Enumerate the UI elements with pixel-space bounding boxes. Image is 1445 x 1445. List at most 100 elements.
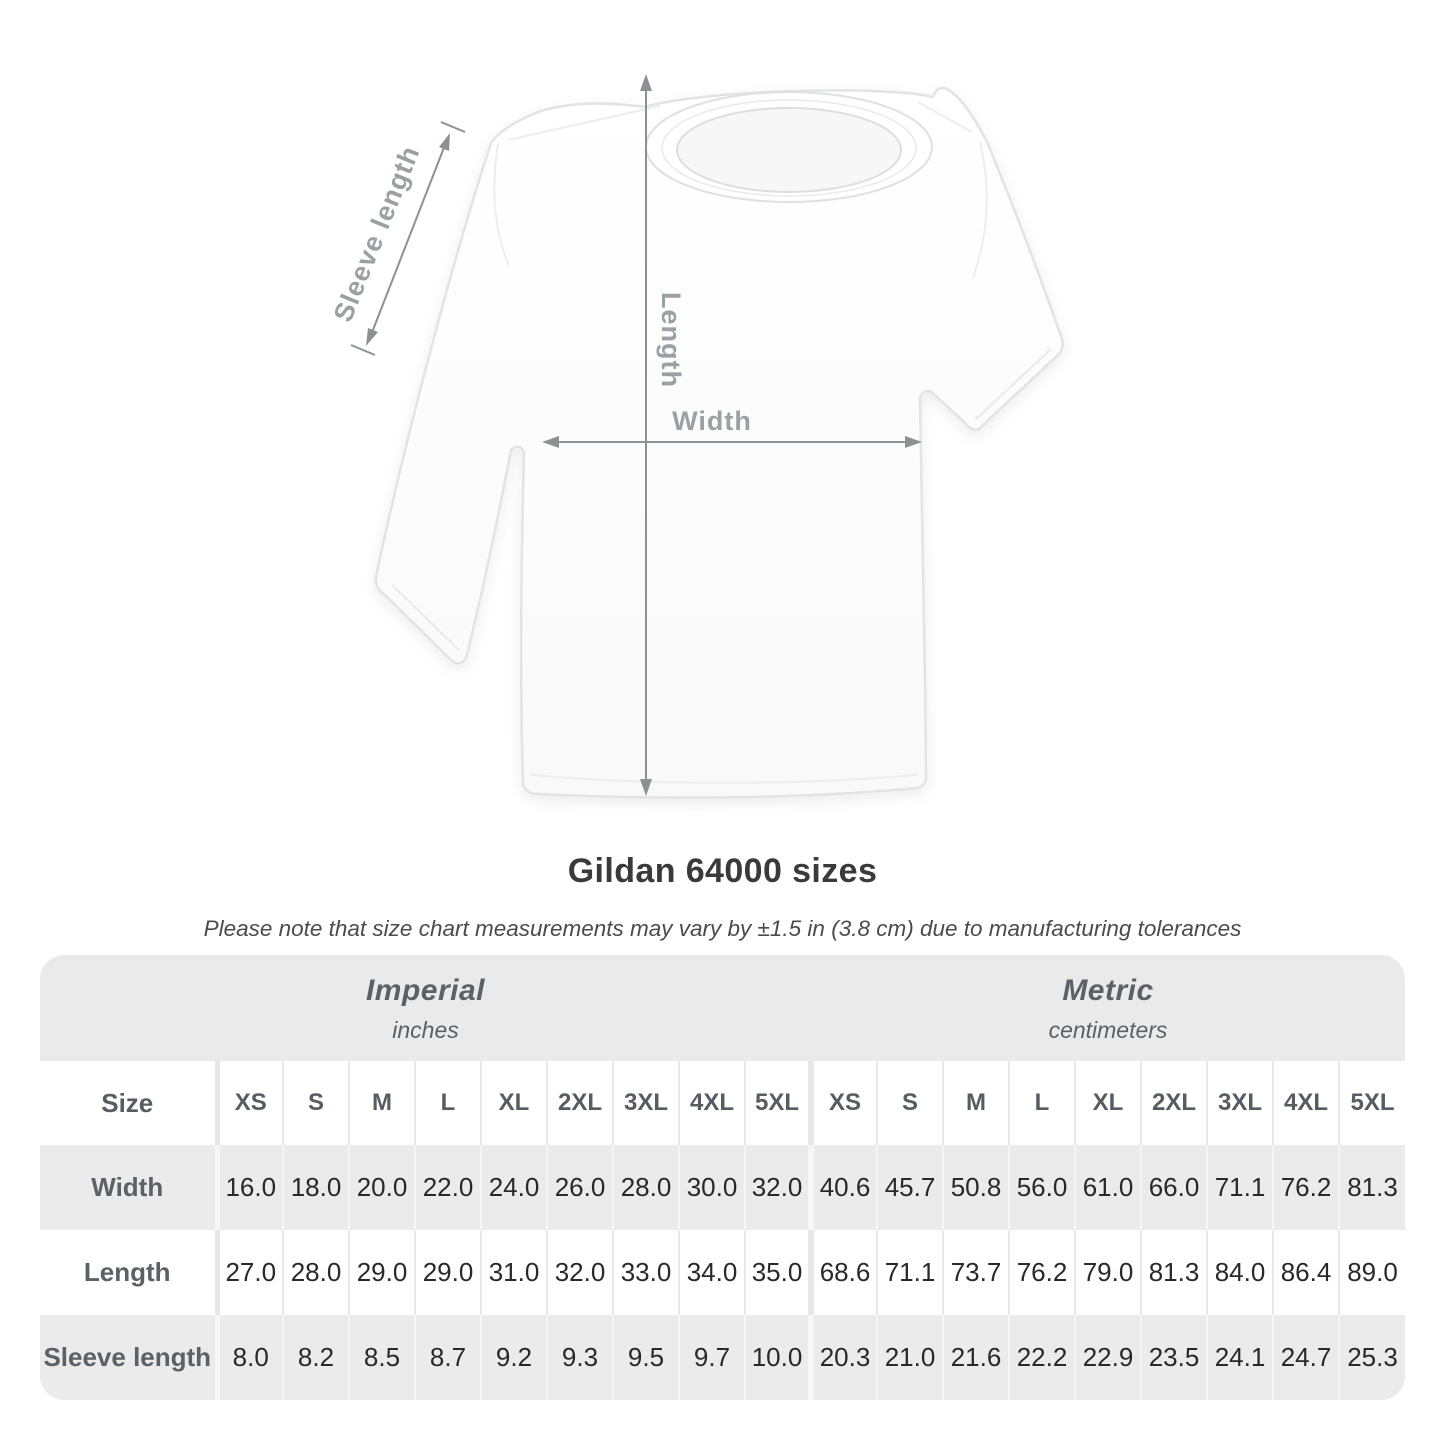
value-cell: 35.0 [744, 1230, 811, 1315]
value-cell: 32.0 [744, 1145, 811, 1230]
value-cell: 27.0 [214, 1230, 283, 1315]
size-col-header: 3XL [1206, 1061, 1273, 1145]
size-col-header: XL [1074, 1061, 1141, 1145]
length-arrow [640, 74, 652, 796]
size-col-header: L [1008, 1061, 1075, 1145]
value-cell: 28.0 [612, 1145, 679, 1230]
metric-group-header: Metric centimeters [811, 955, 1405, 1061]
value-cell: 20.3 [808, 1315, 877, 1400]
width-arrow [542, 436, 922, 448]
value-cell: 23.5 [1140, 1315, 1207, 1400]
row-label-width: Width [91, 1172, 164, 1202]
size-header-label: Size [40, 1061, 217, 1145]
value-cell: 56.0 [1008, 1145, 1075, 1230]
right-cuff-stitch [974, 348, 1052, 421]
value-cell: 84.0 [1206, 1230, 1273, 1315]
value-cell: 29.0 [348, 1230, 415, 1315]
value-cell: 8.2 [282, 1315, 349, 1400]
value-cell: 21.6 [942, 1315, 1009, 1400]
value-cell: 79.0 [1074, 1230, 1141, 1315]
value-cell: 24.1 [1206, 1315, 1273, 1400]
value-cell: 9.3 [546, 1315, 613, 1400]
value-cell: 8.0 [214, 1315, 283, 1400]
value-cell: 81.3 [1338, 1145, 1405, 1230]
size-col-header: M [942, 1061, 1009, 1145]
width-row: Width 16.0 18.0 20.0 22.0 24.0 26.0 28.0 30.0 32… [40, 1145, 1405, 1230]
value-cell: 89.0 [1338, 1230, 1405, 1315]
sleeve-length-row: Sleeve length 8.0 8.2 8.5 8.7 9.2 9.3 9.5 9.7 10… [40, 1315, 1405, 1400]
imperial-group-header: Imperial inches [40, 955, 811, 1061]
metric-label: Metric [1062, 973, 1154, 1007]
size-table: Imperial inches Metric centimeters Size … [40, 955, 1405, 1400]
right-shoulder-seam [917, 101, 973, 133]
value-cell: 10.0 [744, 1315, 811, 1400]
size-col-header: XL [480, 1061, 547, 1145]
width-label: Width [672, 406, 752, 436]
size-col-header: XS [808, 1061, 877, 1145]
value-cell: 9.7 [678, 1315, 745, 1400]
tolerance-note: Please note that size chart measurements… [203, 916, 1242, 941]
page-title: Gildan 64000 sizes [567, 852, 878, 890]
value-cell: 16.0 [214, 1145, 283, 1230]
value-cell: 73.7 [942, 1230, 1009, 1315]
left-shoulder-seam [507, 105, 661, 141]
size-col-header: XS [214, 1061, 283, 1145]
value-cell: 8.5 [348, 1315, 415, 1400]
imperial-unit: inches [392, 1016, 459, 1043]
value-cell: 24.7 [1272, 1315, 1339, 1400]
collar-opening [676, 107, 902, 193]
value-cell: 33.0 [612, 1230, 679, 1315]
size-col-header: 2XL [546, 1061, 613, 1145]
value-cell: 31.0 [480, 1230, 547, 1315]
value-cell: 66.0 [1140, 1145, 1207, 1230]
size-col-header: 2XL [1140, 1061, 1207, 1145]
row-label-length: Length [83, 1257, 171, 1287]
value-cell: 61.0 [1074, 1145, 1141, 1230]
value-cell: 68.6 [808, 1230, 877, 1315]
collar-band-seam [661, 99, 917, 197]
value-cell: 40.6 [808, 1145, 877, 1230]
value-cell: 71.1 [1206, 1145, 1273, 1230]
value-cell: 76.2 [1272, 1145, 1339, 1230]
left-cuff-stitch [391, 584, 460, 651]
value-cell: 26.0 [546, 1145, 613, 1230]
imperial-label: Imperial [365, 973, 486, 1007]
value-cell: 20.0 [348, 1145, 415, 1230]
value-cell: 24.0 [480, 1145, 547, 1230]
size-col-header: 4XL [1272, 1061, 1339, 1145]
size-col-header: L [414, 1061, 481, 1145]
value-cell: 8.7 [414, 1315, 481, 1400]
value-cell: 22.2 [1008, 1315, 1075, 1400]
value-cell: 71.1 [876, 1230, 943, 1315]
size-col-header: M [348, 1061, 415, 1145]
value-cell: 32.0 [546, 1230, 613, 1315]
value-cell: 22.9 [1074, 1315, 1141, 1400]
size-col-header: 3XL [612, 1061, 679, 1145]
value-cell: 86.4 [1272, 1230, 1339, 1315]
length-label: Length [656, 292, 686, 388]
row-label-sleeve-length: Sleeve length [43, 1342, 212, 1372]
hem-stitch [529, 774, 919, 784]
sleeve-length-arrow [350, 121, 466, 356]
value-cell: 28.0 [282, 1230, 349, 1315]
size-col-header: S [282, 1061, 349, 1145]
size-col-header: 4XL [678, 1061, 745, 1145]
value-cell: 29.0 [414, 1230, 481, 1315]
size-col-header: S [876, 1061, 943, 1145]
value-cell: 81.3 [1140, 1230, 1207, 1315]
tshirt-diagram: Sleeve length Length Width [328, 74, 1064, 799]
left-armhole-seam [493, 143, 510, 267]
value-cell: 76.2 [1008, 1230, 1075, 1315]
size-col-header: 5XL [1338, 1061, 1405, 1145]
value-cell: 22.0 [414, 1145, 481, 1230]
value-cell: 50.8 [942, 1145, 1009, 1230]
right-armhole-seam [972, 141, 988, 279]
value-cell: 21.0 [876, 1315, 943, 1400]
value-cell: 18.0 [282, 1145, 349, 1230]
value-cell: 30.0 [678, 1145, 745, 1230]
size-col-header: 5XL [744, 1061, 811, 1145]
metric-unit: centimeters [1048, 1016, 1168, 1043]
length-row: Length 27.0 28.0 29.0 29.0 31.0 32.0 33.0 34.0 3… [40, 1230, 1405, 1315]
value-cell: 34.0 [678, 1230, 745, 1315]
value-cell: 25.3 [1338, 1315, 1405, 1400]
